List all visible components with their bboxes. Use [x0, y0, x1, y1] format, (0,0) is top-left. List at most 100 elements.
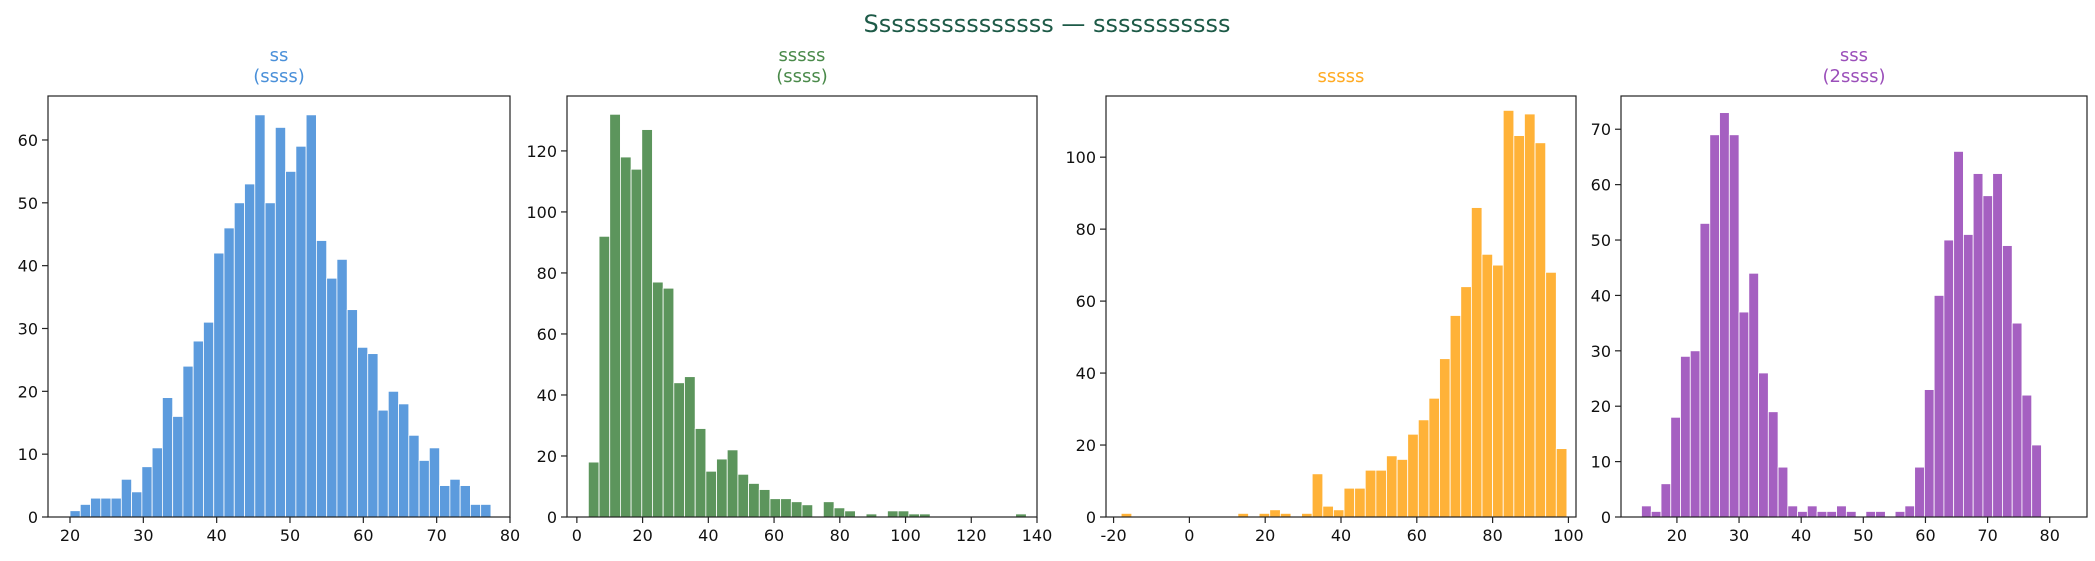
- histogram-bar: [1449, 315, 1462, 518]
- y-tick-label: 40: [1591, 286, 1611, 305]
- y-tick-label: 20: [1591, 397, 1611, 416]
- histogram-bar: [737, 473, 749, 518]
- histogram-bar: [131, 491, 143, 518]
- histogram-bar: [844, 510, 856, 518]
- histogram-bar: [100, 497, 112, 518]
- x-tick-label: 40: [698, 526, 718, 545]
- y-tick-label: 10: [18, 445, 38, 464]
- x-tick-label: 20: [1667, 526, 1687, 545]
- histogram-bar: [1826, 511, 1837, 518]
- histogram-bar: [652, 281, 664, 518]
- histogram-bar: [620, 156, 632, 518]
- x-tick-label: 50: [1853, 526, 1873, 545]
- histogram-bar: [172, 416, 184, 518]
- histogram-bar: [1719, 112, 1730, 518]
- y-tick-label: 120: [526, 142, 557, 161]
- chart-panel-4: ѕѕѕ(2ѕѕѕѕ) 20 30 40 50 60 70 80 0 10 20 30 40 50 60 70: [1591, 45, 2088, 545]
- histogram-bar: [630, 168, 643, 518]
- histogram-bar: [1787, 505, 1798, 518]
- histogram-bar: [1758, 372, 1769, 518]
- histogram-bar: [223, 227, 235, 518]
- y-tick-label: 50: [18, 194, 38, 213]
- histogram-bar: [1502, 109, 1515, 518]
- x-tick-label: 80: [830, 526, 850, 545]
- histogram-bar: [1933, 295, 1945, 518]
- histogram-bar: [192, 340, 204, 518]
- y-tick-label: 20: [537, 447, 557, 466]
- histogram-bar: [439, 485, 451, 518]
- histogram-bar: [1481, 253, 1494, 518]
- histogram-bar: [295, 145, 307, 518]
- histogram-bar: [716, 458, 728, 518]
- histogram-bar: [1470, 207, 1483, 518]
- histogram-bar: [367, 353, 379, 518]
- x-tick-label: 60: [1407, 526, 1427, 545]
- figure-suptitle: Ѕѕѕѕѕѕѕѕѕѕѕѕѕѕѕ — ѕѕѕѕѕѕѕѕѕѕѕ: [863, 10, 1230, 38]
- histogram-bar: [244, 183, 256, 518]
- histogram-bar: [1460, 286, 1472, 518]
- histogram-bar: [662, 287, 675, 518]
- y-tick-label: 100: [526, 203, 557, 222]
- histogram-bar: [1836, 505, 1847, 518]
- histogram-bar: [1396, 459, 1409, 518]
- y-tick-label: 10: [1591, 453, 1611, 472]
- histogram-bar: [233, 202, 245, 518]
- histogram-bar: [1386, 455, 1398, 518]
- histogram-bar: [377, 409, 389, 518]
- histogram-bar: [887, 510, 899, 518]
- x-tick-label: 70: [426, 526, 446, 545]
- x-tick-label: 40: [206, 526, 226, 545]
- histogram-bar: [822, 501, 835, 518]
- histogram-bar: [694, 428, 707, 518]
- histogram-bar: [1534, 142, 1547, 518]
- histogram-bar: [151, 447, 163, 518]
- histogram-bar: [684, 376, 696, 518]
- histogram-bar: [897, 510, 910, 518]
- histogram-bar: [264, 202, 276, 518]
- histogram-bar: [1865, 511, 1877, 518]
- histogram-bar: [1767, 411, 1779, 518]
- histogram-bar: [203, 321, 215, 518]
- panel-1-title-line-2: (ѕѕѕѕ): [253, 66, 305, 87]
- y-tick-label: 70: [1591, 120, 1611, 139]
- x-tick-label: 20: [632, 526, 652, 545]
- histogram-bar: [641, 129, 653, 518]
- histogram-bar: [2021, 394, 2033, 518]
- histogram-bar: [1992, 173, 2003, 518]
- x-tick-label: 80: [1482, 526, 1502, 545]
- histogram-bar: [1689, 350, 1701, 518]
- histogram-bar: [1524, 113, 1536, 518]
- plot-frame: [47, 95, 511, 518]
- y-tick-label: 60: [18, 131, 38, 150]
- histogram-bar: [285, 170, 297, 518]
- histogram-bar: [1728, 134, 1740, 518]
- histogram-bar: [1914, 466, 1925, 518]
- histogram-bar: [1797, 511, 1808, 518]
- y-tick-label: 80: [1076, 220, 1096, 239]
- histogram-bar: [161, 397, 174, 518]
- x-tick-label: 100: [890, 526, 921, 545]
- histogram-bar: [1953, 150, 1964, 518]
- histogram-bar: [120, 478, 133, 518]
- plot-frame: [566, 95, 1038, 518]
- histogram-bar: [1333, 509, 1345, 518]
- histogram-bar: [1972, 173, 1984, 518]
- histogram-bar: [315, 240, 328, 518]
- x-tick-label: 30: [133, 526, 153, 545]
- histogram-bar: [1555, 448, 1568, 518]
- chart-panel-1: ѕѕ(ѕѕѕѕ) 20 30 40 50 60 70 80 0 10 20 30 40 50 60: [18, 45, 521, 545]
- y-tick-label: 20: [1076, 436, 1096, 455]
- x-tick-label: 40: [1331, 526, 1351, 545]
- histogram-bar: [1311, 473, 1324, 518]
- histogram-bar: [182, 365, 194, 518]
- histogram-bar: [1904, 505, 1916, 518]
- y-tick-label: 60: [537, 325, 557, 344]
- histogram-bar: [1777, 466, 1789, 518]
- histogram-bar: [1709, 134, 1720, 518]
- histogram-bar: [609, 113, 621, 518]
- plot-frame: [1620, 95, 2088, 518]
- panel-1-title-line-1: ѕѕ: [270, 45, 289, 66]
- histogram-bar: [769, 498, 782, 518]
- histogram-bar: [1963, 234, 1974, 518]
- histogram-bar: [758, 489, 771, 518]
